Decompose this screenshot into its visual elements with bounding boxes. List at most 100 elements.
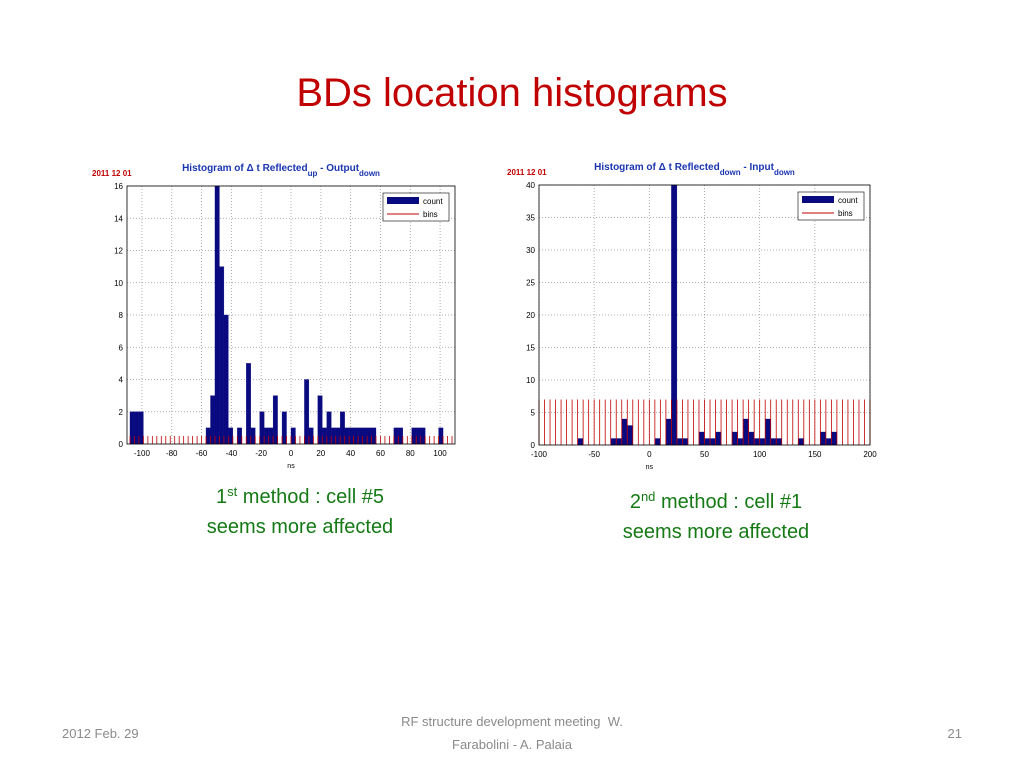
- bar: [214, 185, 220, 445]
- legend-label: count: [423, 197, 443, 206]
- bar: [210, 395, 216, 445]
- x-tick-label: 60: [376, 449, 385, 458]
- y-tick-label: 8: [119, 311, 124, 320]
- bar: [290, 427, 296, 445]
- y-tick-label: 0: [531, 441, 536, 450]
- legend-swatch: [387, 197, 419, 204]
- caption-superscript: st: [227, 484, 238, 499]
- x-axis-label: ns: [287, 463, 295, 470]
- caption: 1st method : cell #5: [216, 484, 384, 509]
- y-tick-label: 2: [119, 408, 124, 417]
- plot-border: [538, 184, 871, 446]
- chart-date: 2011 12 01: [507, 168, 547, 177]
- bar: [671, 184, 678, 446]
- plot-border: [126, 185, 456, 445]
- bar: [682, 438, 689, 446]
- footer-center: Farabolini - A. Palaia: [452, 737, 573, 752]
- y-tick-label: 12: [114, 247, 123, 256]
- x-tick-label: 100: [433, 449, 447, 458]
- y-tick-label: 16: [114, 182, 123, 191]
- bar: [621, 418, 628, 446]
- bar: [704, 438, 711, 446]
- y-tick-label: 6: [119, 343, 124, 352]
- bar: [416, 427, 421, 445]
- bar: [742, 418, 749, 446]
- y-tick-label: 20: [526, 311, 535, 320]
- y-tick-label: 4: [119, 376, 124, 385]
- bar: [610, 438, 617, 446]
- caption-text: method : cell #5: [237, 486, 384, 508]
- x-tick-label: 0: [647, 450, 652, 459]
- x-tick-label: 80: [406, 449, 415, 458]
- bar: [831, 431, 838, 446]
- caption-number: 1: [216, 486, 227, 508]
- bar: [205, 427, 211, 445]
- x-tick-label: -60: [196, 449, 208, 458]
- bar: [737, 438, 744, 446]
- chart-title-part: - Input: [741, 162, 775, 173]
- chart-title-sub: down: [359, 169, 380, 178]
- x-axis-label: ns: [646, 464, 654, 471]
- bar: [308, 427, 314, 445]
- x-tick-label: 0: [289, 449, 294, 458]
- y-tick-label: 40: [526, 181, 535, 190]
- bar: [259, 411, 265, 445]
- slide-title: BDs location histograms: [296, 71, 727, 115]
- bar: [765, 418, 771, 446]
- footer-center: RF structure development meeting W.: [401, 714, 623, 729]
- chart-title-part: Histogram of Δ t Reflected: [594, 162, 720, 173]
- chart-title: Histogram of Δ t Reflecteddown - Inputdo…: [594, 162, 795, 177]
- legend-swatch: [802, 196, 834, 203]
- y-tick-label: 10: [526, 376, 535, 385]
- bar: [616, 438, 622, 446]
- caption-number: 2: [630, 491, 641, 513]
- bar: [223, 314, 229, 445]
- chart-title-sub: down: [774, 168, 795, 177]
- bar: [371, 427, 377, 445]
- bar: [264, 427, 269, 445]
- footer-page: 21: [948, 726, 962, 741]
- bar: [246, 363, 251, 445]
- bar: [281, 411, 287, 445]
- x-tick-label: 200: [863, 450, 877, 459]
- y-tick-label: 30: [526, 246, 535, 255]
- bar: [577, 438, 584, 446]
- bar: [709, 438, 716, 446]
- caption: seems more affected: [207, 516, 393, 538]
- y-tick-label: 14: [114, 214, 123, 223]
- x-tick-label: 150: [808, 450, 822, 459]
- bar: [272, 395, 278, 445]
- bar: [676, 438, 683, 446]
- caption-text: method : cell #1: [655, 491, 802, 513]
- bar: [731, 431, 738, 446]
- bar: [138, 411, 144, 445]
- bar: [362, 427, 368, 445]
- bar: [715, 431, 722, 446]
- x-tick-label: 20: [316, 449, 325, 458]
- legend-label: count: [838, 196, 858, 205]
- bar: [438, 427, 444, 445]
- bar: [129, 411, 135, 445]
- bar: [331, 427, 336, 445]
- bar: [654, 438, 661, 446]
- bar: [134, 411, 140, 445]
- x-tick-label: -20: [255, 449, 267, 458]
- bar: [348, 427, 354, 445]
- y-tick-label: 5: [531, 409, 536, 418]
- y-tick-label: 15: [526, 344, 535, 353]
- x-tick-label: -100: [134, 449, 151, 458]
- bar: [322, 427, 327, 445]
- caption: 2nd method : cell #1: [630, 489, 802, 514]
- y-tick-label: 10: [114, 279, 123, 288]
- bar: [665, 418, 672, 446]
- bar: [776, 438, 782, 446]
- x-tick-label: 40: [346, 449, 355, 458]
- x-tick-label: -80: [166, 449, 178, 458]
- chart-date: 2011 12 01: [92, 169, 132, 178]
- x-tick-label: -100: [531, 450, 548, 459]
- bar: [335, 427, 341, 445]
- x-tick-label: -50: [588, 450, 600, 459]
- caption: seems more affected: [623, 521, 809, 543]
- bar: [759, 438, 766, 446]
